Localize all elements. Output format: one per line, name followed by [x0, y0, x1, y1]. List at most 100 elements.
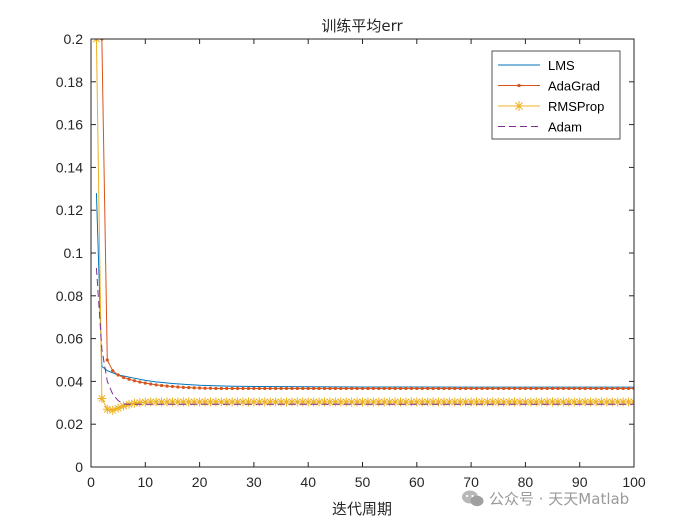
- point-AdaGrad: [214, 386, 218, 391]
- y-tick-label: 0.06: [56, 331, 83, 347]
- y-tick-label: 0.02: [56, 416, 83, 432]
- legend-label: LMS: [548, 58, 575, 73]
- point-RMSProp: [97, 394, 107, 404]
- chart-title: 训练平均err: [321, 17, 403, 35]
- y-tick-label: 0.1: [64, 245, 84, 261]
- legend-item-Adam: Adam: [498, 120, 582, 135]
- y-tick-label: 0.14: [56, 159, 83, 175]
- point-AdaGrad: [279, 386, 283, 391]
- point-AdaGrad: [382, 386, 386, 391]
- point-AdaGrad: [464, 386, 468, 391]
- point-AdaGrad: [344, 386, 348, 391]
- point-AdaGrad: [301, 386, 305, 391]
- point-AdaGrad: [599, 386, 604, 391]
- point-AdaGrad: [159, 383, 164, 388]
- point-AdaGrad: [246, 386, 251, 391]
- point-AdaGrad: [588, 386, 593, 391]
- point-AdaGrad: [312, 386, 316, 391]
- point-AdaGrad: [230, 386, 234, 391]
- point-AdaGrad: [121, 375, 126, 380]
- point-AdaGrad: [534, 386, 538, 391]
- point-RMSProp: [129, 398, 139, 408]
- point-AdaGrad: [263, 386, 267, 391]
- point-AdaGrad: [447, 386, 451, 391]
- point-AdaGrad: [366, 386, 370, 391]
- point-AdaGrad: [567, 386, 571, 391]
- point-RMSProp: [91, 39, 101, 44]
- y-tick-label: 0.12: [56, 202, 83, 218]
- point-AdaGrad: [165, 384, 169, 388]
- point-AdaGrad: [241, 386, 245, 391]
- point-AdaGrad: [236, 386, 240, 391]
- point-AdaGrad: [426, 386, 430, 391]
- x-tick-label: 20: [192, 474, 208, 490]
- legend-item-LMS: LMS: [498, 58, 575, 73]
- x-tick-label: 90: [572, 474, 588, 490]
- point-AdaGrad: [474, 386, 479, 391]
- legend: LMS AdaGrad RMSProp Adam: [491, 50, 621, 140]
- y-tick-label: 0.2: [64, 31, 84, 47]
- point-AdaGrad: [208, 386, 213, 390]
- y-tick-label: 0.18: [56, 74, 83, 90]
- line-AdaGrad: [96, 39, 634, 389]
- point-AdaGrad: [616, 386, 620, 391]
- point-AdaGrad: [257, 386, 261, 391]
- point-AdaGrad: [512, 386, 517, 391]
- x-tick-label: 70: [463, 474, 479, 490]
- point-AdaGrad: [192, 386, 196, 390]
- x-tick-label: 0: [87, 474, 95, 490]
- point-AdaGrad: [517, 83, 521, 88]
- point-AdaGrad: [409, 386, 413, 391]
- point-AdaGrad: [355, 386, 359, 391]
- y-axis-ticks: 0 0.02 0.04 0.06 0.08 0.1 0.12 0.14 0.16 0.18 0.2: [56, 31, 634, 475]
- point-AdaGrad: [621, 386, 625, 391]
- point-AdaGrad: [491, 386, 495, 391]
- point-AdaGrad: [523, 386, 528, 391]
- point-AdaGrad: [143, 381, 147, 385]
- point-AdaGrad: [453, 386, 457, 391]
- x-tick-label: 60: [409, 474, 425, 490]
- x-tick-label: 30: [246, 474, 262, 490]
- point-AdaGrad: [404, 386, 408, 391]
- x-axis-ticks: 0 10 20 30 40 50 60 70 80 90 100: [87, 39, 646, 490]
- point-AdaGrad: [518, 386, 522, 391]
- x-tick-label: 100: [622, 474, 646, 490]
- point-AdaGrad: [610, 386, 614, 391]
- point-AdaGrad: [556, 386, 560, 391]
- point-AdaGrad: [572, 386, 576, 391]
- legend-item-AdaGrad: AdaGrad: [498, 79, 600, 94]
- y-tick-label: 0.04: [56, 373, 83, 389]
- legend-item-RMSProp: RMSProp: [498, 99, 604, 114]
- x-axis-label: 迭代周期: [332, 500, 392, 518]
- point-AdaGrad: [605, 386, 609, 391]
- point-RMSProp: [314, 397, 324, 407]
- point-AdaGrad: [393, 386, 397, 391]
- point-AdaGrad: [132, 379, 137, 383]
- legend-label: RMSProp: [548, 99, 604, 114]
- line-LMS: [95, 193, 634, 388]
- point-AdaGrad: [219, 386, 223, 391]
- point-AdaGrad: [529, 386, 533, 391]
- legend-label: AdaGrad: [548, 79, 600, 94]
- point-AdaGrad: [469, 386, 473, 391]
- point-RMSProp: [514, 101, 524, 111]
- point-AdaGrad: [436, 386, 441, 391]
- point-AdaGrad: [111, 369, 115, 373]
- point-AdaGrad: [284, 386, 289, 391]
- point-AdaGrad: [507, 386, 511, 391]
- point-AdaGrad: [317, 386, 321, 391]
- point-RMSProp: [417, 397, 427, 407]
- point-AdaGrad: [154, 383, 158, 387]
- point-AdaGrad: [561, 386, 566, 391]
- point-AdaGrad: [203, 386, 207, 390]
- point-AdaGrad: [578, 386, 582, 391]
- point-AdaGrad: [415, 386, 419, 391]
- point-AdaGrad: [274, 386, 278, 391]
- point-AdaGrad: [170, 384, 175, 389]
- point-AdaGrad: [360, 386, 365, 391]
- watermark: 公众号 · 天天Matlab: [462, 490, 629, 508]
- point-AdaGrad: [306, 386, 310, 391]
- point-AdaGrad: [431, 386, 435, 391]
- point-AdaGrad: [388, 386, 392, 391]
